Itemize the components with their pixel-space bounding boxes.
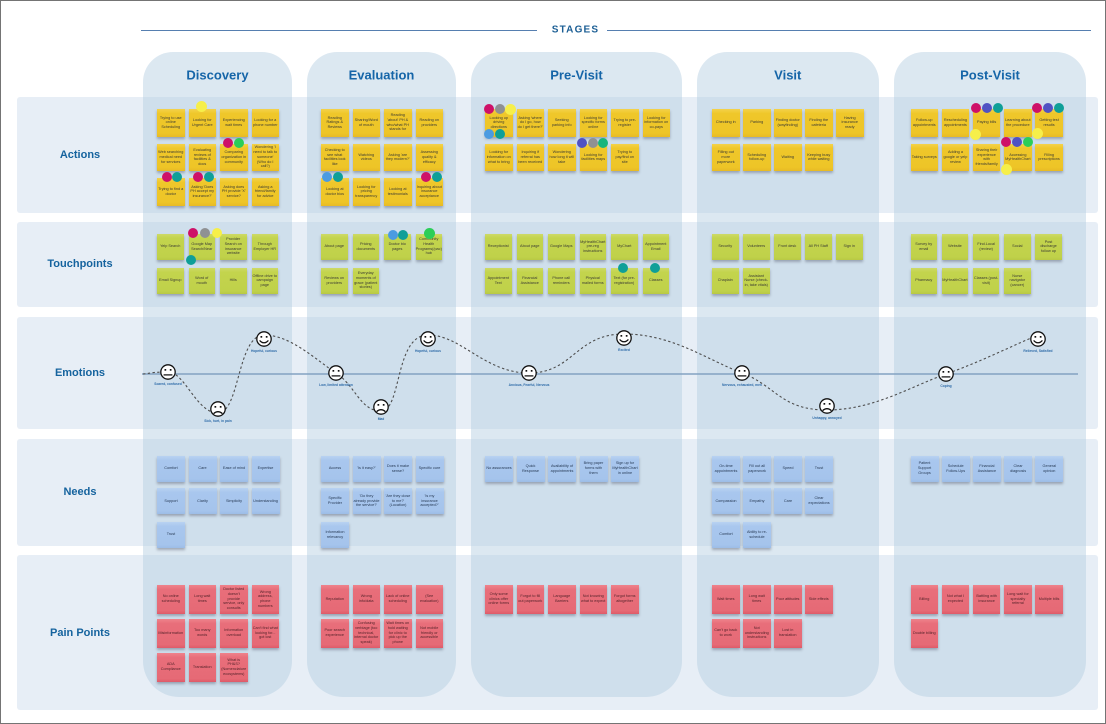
svg-text:Scared, confused: Scared, confused [154, 382, 181, 386]
svg-text:Coping: Coping [940, 384, 951, 388]
svg-text:Mad: Mad [378, 417, 385, 421]
svg-text:Hopeful, curious: Hopeful, curious [251, 349, 277, 353]
svg-text:Relieved, Satisfied: Relieved, Satisfied [1023, 349, 1052, 353]
svg-text:Unhappy, annoyed: Unhappy, annoyed [812, 416, 841, 420]
svg-text:Sick, hurt, in pain: Sick, hurt, in pain [204, 419, 231, 423]
svg-text:Anxious, Fearful, Nervous: Anxious, Fearful, Nervous [509, 383, 550, 387]
svg-text:Low, limited attention: Low, limited attention [319, 383, 353, 387]
svg-text:Excited: Excited [618, 348, 630, 352]
svg-text:Hopeful, curious: Hopeful, curious [415, 349, 441, 353]
svg-text:Nervous, exhausted, meh: Nervous, exhausted, meh [722, 383, 762, 387]
